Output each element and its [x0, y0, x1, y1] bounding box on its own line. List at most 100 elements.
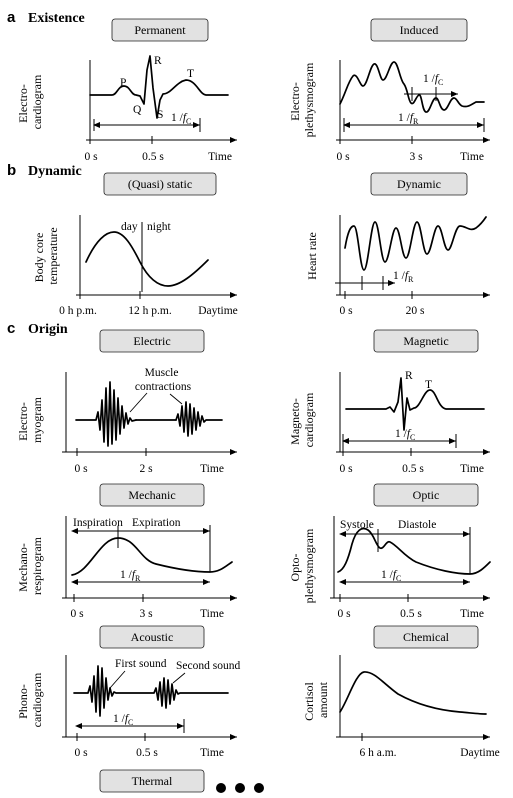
y-axis-label: Phono- cardiogram [16, 672, 44, 727]
x-axis-label: Time [208, 151, 232, 163]
wave-label-p: P [120, 77, 126, 89]
pcg-trace [73, 665, 229, 717]
second-sound-label: Second sound [176, 660, 240, 672]
x-tick-label: 0 s [339, 463, 353, 475]
x-tick-label: 0.5 s [142, 151, 164, 163]
x-tick-label: 0.5 s [402, 463, 424, 475]
period-label: 1 /fC [113, 713, 133, 727]
x-tick-label: 0 s [336, 151, 350, 163]
panel-induced: Induced Electro- plethysmogram 0 s 3 s T… [288, 18, 490, 163]
panel-title-box: Acoustic [99, 625, 205, 649]
panel-magnetic: Magnetic Magneto- cardiogram 0 s 0.5 s T… [288, 329, 490, 475]
y-axis-label: Body core temperature [32, 227, 60, 284]
panel-title: Thermal [132, 774, 173, 788]
x-tick-label: 12 h p.m. [128, 305, 172, 317]
temperature-trace [85, 231, 209, 287]
inspiration-label: Inspiration [73, 517, 123, 529]
period-label: 1 /fC [381, 569, 401, 583]
diastole-label: Diastole [398, 519, 436, 531]
section-title: Origin [28, 322, 68, 337]
y-axis-label: Magneto- cardiogram [288, 392, 316, 447]
x-tick-label: 0.5 s [136, 747, 158, 759]
panel-title-box: Permanent [111, 18, 209, 42]
mcg-trace [345, 377, 485, 431]
panel-title: Magnetic [403, 334, 448, 348]
period-label: 1 /fC [395, 428, 415, 442]
x-tick-label: 20 s [406, 305, 425, 317]
panel-optic: Optic Opto- plethysmogram 0 s 0.5 s Time… [288, 483, 491, 620]
panel-title: Dynamic [397, 177, 441, 191]
x-tick-label: 0 s [74, 747, 88, 759]
x-tick-label: 6 h a.m. [359, 747, 396, 759]
panel-title-box: Mechanic [99, 483, 205, 507]
respiratory-period-label: 1 /fR [398, 112, 419, 126]
x-axis-label: Time [200, 463, 224, 475]
section-b-header: b Dynamic [7, 162, 82, 179]
period-label: 1 /fC [171, 112, 191, 126]
x-axis-label: Daytime [198, 305, 238, 317]
x-tick-label: 0 s [337, 608, 351, 620]
ecg-trace [89, 55, 229, 119]
section-letter: b [7, 162, 16, 179]
wave-label-s: S [157, 109, 163, 121]
x-tick-label: 0.5 s [400, 608, 422, 620]
section-a-header: a Existence [7, 9, 85, 26]
y-axis-label: Opto- plethysmogram [288, 528, 316, 603]
section-title: Existence [28, 11, 85, 26]
emg-burst-1 [75, 381, 137, 447]
section-letter: c [7, 320, 15, 337]
x-tick-label: 3 s [139, 608, 153, 620]
panel-title: Induced [400, 23, 439, 37]
wave-label-r: R [154, 55, 162, 67]
first-sound-label: First sound [115, 658, 167, 670]
callout-line [169, 393, 183, 405]
x-axis-label: Time [460, 463, 484, 475]
wave-label-t: T [187, 68, 194, 80]
day-label: day [121, 221, 138, 233]
cortisol-trace [339, 671, 487, 715]
y-axis-label: Electro- plethysmogram [288, 62, 316, 137]
panel-title: Chemical [403, 630, 450, 644]
panel-dynamic: Dynamic Heart rate 0 s 20 s 1 /fR [305, 172, 490, 317]
x-axis-label: Time [200, 747, 224, 759]
x-tick-label: 0 s [74, 463, 88, 475]
panel-title: Acoustic [131, 630, 174, 644]
panel-electric: Electric Electro- myogram 0 s 2 s Time M… [16, 329, 237, 475]
panel-title: Mechanic [128, 488, 175, 502]
panel-mechanic: Mechanic Mechano- respirogram 0 s 3 s Ti… [16, 483, 237, 620]
x-axis-label: Time [200, 608, 224, 620]
x-tick-label: 0 s [84, 151, 98, 163]
panel-permanent: Permanent Electro- cardiogram 0 s 0.5 s … [16, 18, 237, 163]
panel-thermal: Thermal [99, 769, 205, 793]
panel-title-box: Induced [370, 18, 468, 42]
panel-title-box: Thermal [99, 769, 205, 793]
panel-title-box: (Quasi) static [103, 172, 217, 196]
panel-acoustic: Acoustic Phono- cardiogram 0 s 0.5 s Tim… [16, 625, 240, 759]
x-axis-label: Time [460, 151, 484, 163]
ppg-trace [337, 527, 491, 575]
wave-label-r: R [405, 370, 413, 382]
panel-title: Permanent [134, 23, 186, 37]
wave-label-q: Q [133, 104, 142, 116]
y-axis-label: Electro- myogram [16, 396, 44, 443]
muscle-contractions-annotation: Muscle contractions [135, 367, 192, 393]
y-axis-label: Mechano- respirogram [16, 536, 44, 595]
panel-title: (Quasi) static [128, 177, 192, 191]
x-tick-label: 0 h p.m. [59, 305, 97, 317]
epg-trace [339, 61, 485, 113]
panel-title-box: Optic [373, 483, 479, 507]
wave-label-t: T [425, 379, 432, 391]
expiration-label: Expiration [132, 517, 181, 529]
panel-quasistatic: (Quasi) static Body core temperature 0 h… [32, 172, 238, 317]
y-axis-label: Cortisol amount [302, 679, 330, 721]
y-axis-label: Heart rate [305, 232, 319, 280]
panel-chemical: Chemical Cortisol amount 6 h a.m. Daytim… [302, 625, 500, 759]
panel-title: Electric [133, 334, 170, 348]
y-axis-label: Electro- cardiogram [16, 74, 44, 129]
more-dots [216, 783, 264, 793]
period-label: 1 /fR [120, 569, 141, 583]
x-axis-label: Daytime [460, 747, 500, 759]
callout-line [129, 392, 148, 413]
section-letter: a [7, 9, 16, 26]
